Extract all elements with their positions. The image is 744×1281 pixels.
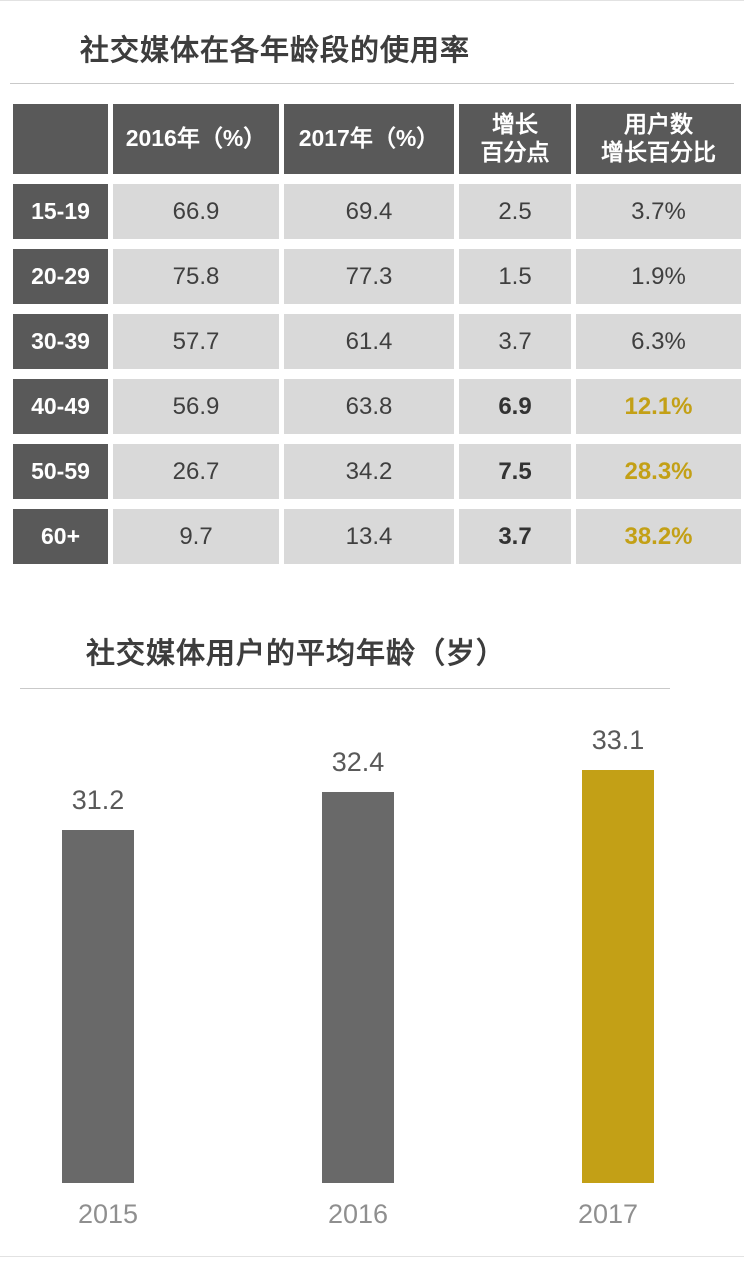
user-growth-percent: 1.9% — [576, 249, 741, 304]
table-row: 40-49 56.9 63.8 6.9 12.1% — [13, 379, 741, 434]
value-2016: 75.8 — [113, 249, 279, 304]
age-group-label: 20-29 — [13, 249, 108, 304]
bar — [582, 770, 654, 1183]
age-group-label: 30-39 — [13, 314, 108, 369]
value-2017: 69.4 — [284, 184, 454, 239]
table-row: 20-29 75.8 77.3 1.5 1.9% — [13, 249, 741, 304]
table-row: 30-39 57.7 61.4 3.7 6.3% — [13, 314, 741, 369]
column-header: 2017年（%） — [284, 104, 454, 174]
table-row: 50-59 26.7 34.2 7.5 28.3% — [13, 444, 741, 499]
user-growth-percent: 38.2% — [576, 509, 741, 564]
age-group-label: 40-49 — [13, 379, 108, 434]
value-2016: 9.7 — [113, 509, 279, 564]
table-title-underline — [10, 83, 734, 84]
table-row: 60+ 9.7 13.4 3.7 38.2% — [13, 509, 741, 564]
bar-column: 33.1 — [582, 725, 654, 1183]
x-axis-tick-label: 2017 — [577, 1199, 639, 1229]
growth-points: 3.7 — [459, 314, 571, 369]
user-growth-percent: 28.3% — [576, 444, 741, 499]
infographic-page: 社交媒体在各年龄段的使用率 2016年（%） 2017年（%） 增长 百分点 用户数 … — [0, 1, 744, 1256]
value-2016: 66.9 — [113, 184, 279, 239]
age-group-label: 15-19 — [13, 184, 108, 239]
bar — [322, 792, 394, 1183]
table-row: 15-19 66.9 69.4 2.5 3.7% — [13, 184, 741, 239]
user-growth-percent: 3.7% — [576, 184, 741, 239]
column-header: 增长 百分点 — [459, 104, 571, 174]
table-section-header: 社交媒体在各年龄段的使用率 — [0, 1, 744, 69]
bar-value-label: 33.1 — [591, 725, 645, 755]
x-axis-tick-label: 2016 — [327, 1199, 389, 1229]
bar-value-label: 32.4 — [331, 747, 385, 777]
value-2016: 56.9 — [113, 379, 279, 434]
corner-cell — [13, 104, 108, 174]
chart-section-header: 社交媒体用户的平均年龄（岁） — [0, 574, 744, 672]
growth-points: 7.5 — [459, 444, 571, 499]
bar — [62, 830, 134, 1183]
age-group-label: 50-59 — [13, 444, 108, 499]
growth-points: 1.5 — [459, 249, 571, 304]
value-2017: 13.4 — [284, 509, 454, 564]
chart-title: 社交媒体用户的平均年龄（岁） — [86, 638, 507, 670]
bar-column: 31.2 — [62, 785, 134, 1183]
value-2017: 63.8 — [284, 379, 454, 434]
growth-points: 2.5 — [459, 184, 571, 239]
column-header: 用户数 增长百分比 — [576, 104, 741, 174]
age-group-label: 60+ — [13, 509, 108, 564]
user-growth-percent: 6.3% — [576, 314, 741, 369]
column-header: 2016年（%） — [113, 104, 279, 174]
value-2017: 61.4 — [284, 314, 454, 369]
average-age-bar-chart: 31.2 32.4 33.1 — [0, 689, 744, 1183]
bar-column: 32.4 — [322, 747, 394, 1183]
table-header-row: 2016年（%） 2017年（%） 增长 百分点 用户数 增长百分比 — [13, 104, 741, 174]
table-title: 社交媒体在各年龄段的使用率 — [80, 35, 471, 67]
usage-table: 2016年（%） 2017年（%） 增长 百分点 用户数 增长百分比 15-19 66.… — [8, 94, 744, 574]
value-2017: 77.3 — [284, 249, 454, 304]
chart-title-underline — [20, 688, 670, 689]
value-2016: 57.7 — [113, 314, 279, 369]
x-axis-labels: 2015 2016 2017 — [0, 1183, 744, 1256]
value-2017: 34.2 — [284, 444, 454, 499]
growth-points: 6.9 — [459, 379, 571, 434]
bar-value-label: 31.2 — [71, 785, 125, 815]
user-growth-percent: 12.1% — [576, 379, 741, 434]
value-2016: 26.7 — [113, 444, 279, 499]
x-axis-tick-label: 2015 — [77, 1199, 139, 1229]
growth-points: 3.7 — [459, 509, 571, 564]
